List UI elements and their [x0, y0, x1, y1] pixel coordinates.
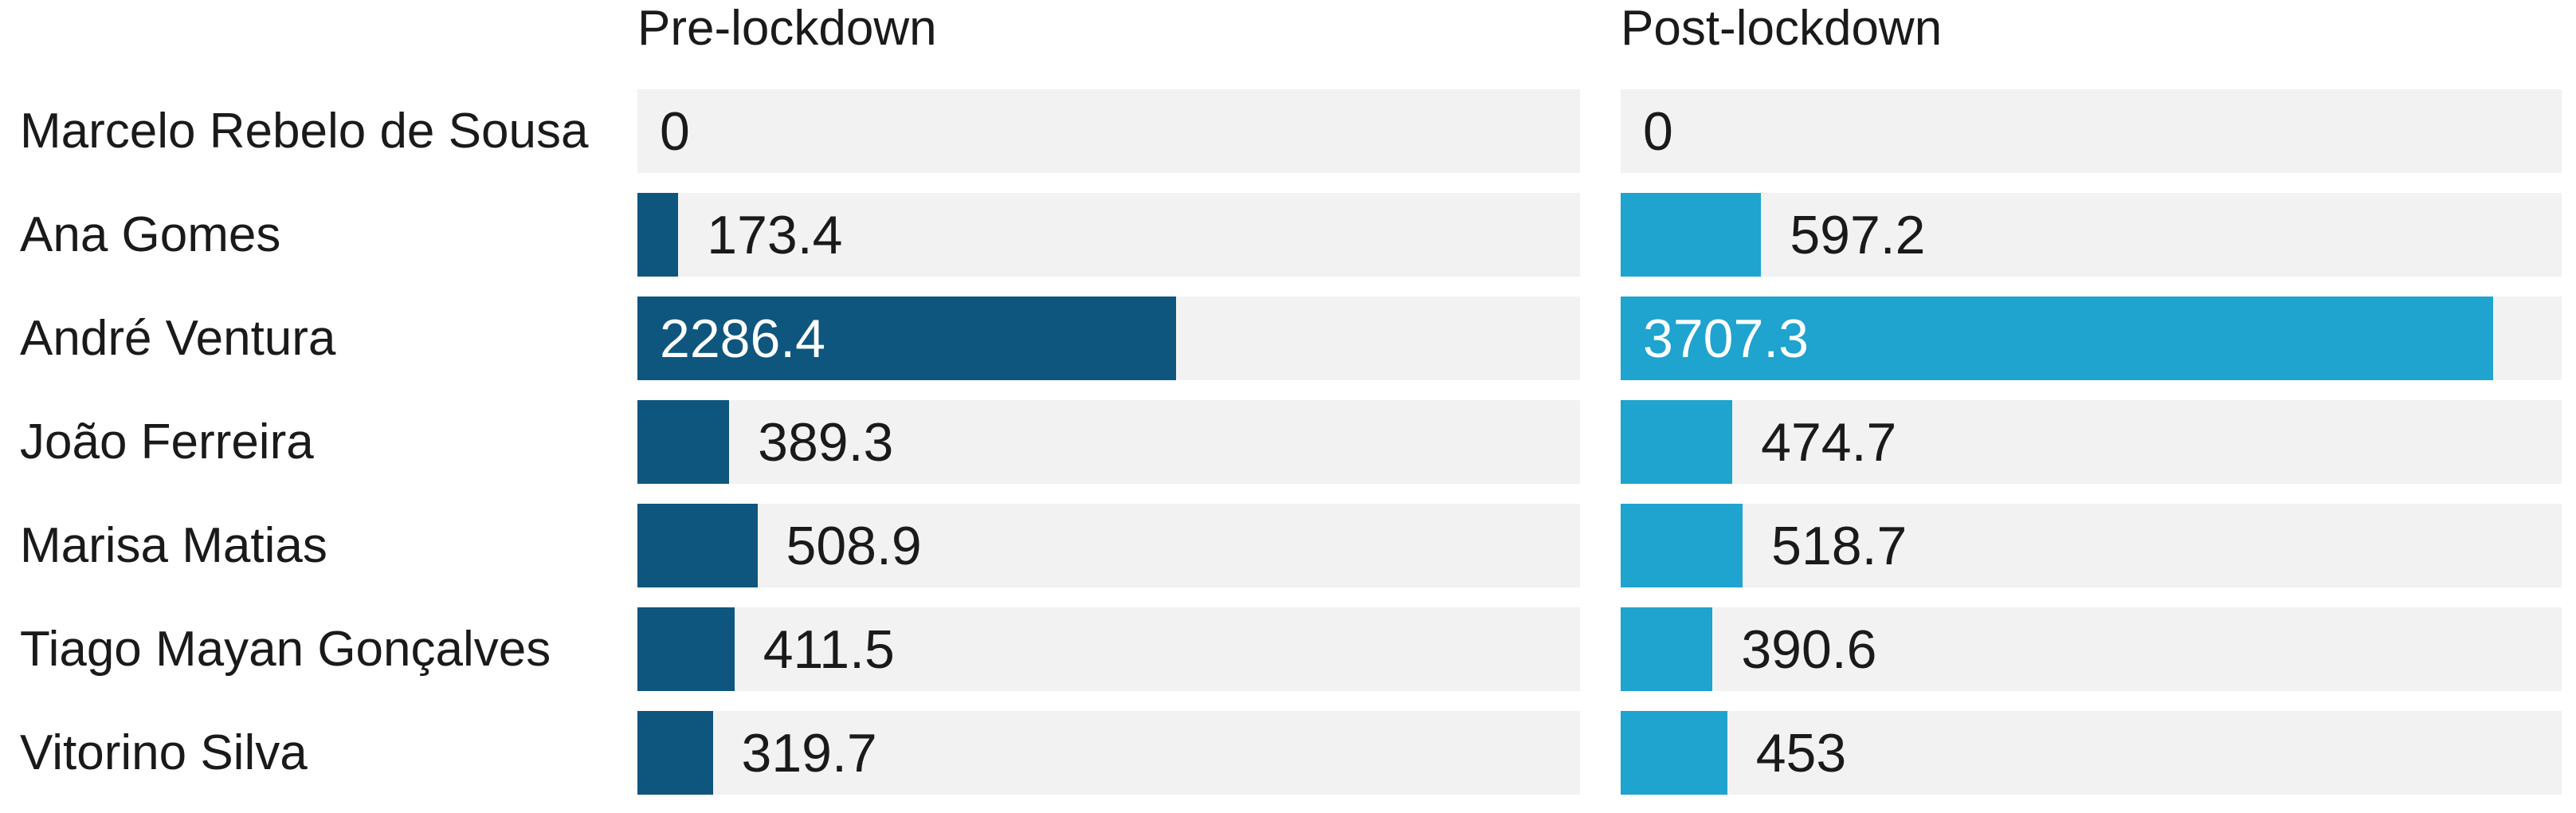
chart-row: André Ventura 2286.4 3707.3 [0, 297, 2576, 380]
chart-rows: Marcelo Rebelo de Sousa 0 0 Ana Gomes 17… [0, 89, 2576, 795]
pre-lockdown-bar [637, 400, 730, 484]
pre-lockdown-header: Pre-lockdown [637, 1, 937, 56]
post-lockdown-track: 518.7 [1621, 504, 2562, 587]
post-lockdown-track: 0 [1621, 89, 2562, 173]
header-spacer [0, 0, 637, 89]
post-lockdown-bar [1621, 607, 1713, 691]
post-lockdown-bar [1621, 400, 1733, 484]
pre-lockdown-bar [637, 297, 1177, 380]
post-lockdown-value: 3707.3 [1643, 308, 1809, 369]
category-label: João Ferreira [20, 414, 314, 469]
post-lockdown-track: 474.7 [1621, 400, 2562, 484]
column-gutter [1580, 0, 1621, 89]
post-lockdown-track: 597.2 [1621, 193, 2562, 277]
chart-row: Marisa Matias 508.9 518.7 [0, 504, 2576, 587]
pre-lockdown-track: 2286.4 [637, 297, 1580, 380]
chart-row: Ana Gomes 173.4 597.2 [0, 193, 2576, 277]
category-label: Marisa Matias [20, 518, 327, 573]
pre-lockdown-bar [637, 711, 713, 795]
chart-row: Marcelo Rebelo de Sousa 0 0 [0, 89, 2576, 173]
column-headers-row: Pre-lockdown Post-lockdown [0, 0, 2576, 89]
post-lockdown-value: 474.7 [1761, 411, 1897, 473]
column-gutter [1580, 504, 1621, 587]
category-label: Ana Gomes [20, 207, 281, 262]
chart-row: Tiago Mayan Gonçalves 411.5 390.6 [0, 607, 2576, 691]
pre-lockdown-track: 173.4 [637, 193, 1580, 277]
post-lockdown-track: 390.6 [1621, 607, 2562, 691]
chart-row: Vitorino Silva 319.7 453 [0, 711, 2576, 795]
post-lockdown-bar [1621, 711, 1727, 795]
pre-lockdown-bar [637, 504, 758, 587]
post-lockdown-bar [1621, 193, 1762, 277]
post-lockdown-track: 3707.3 [1621, 297, 2562, 380]
pre-lockdown-value: 319.7 [741, 722, 877, 784]
pre-lockdown-track: 389.3 [637, 400, 1580, 484]
category-label: Tiago Mayan Gonçalves [20, 622, 551, 677]
column-gutter [1580, 711, 1621, 795]
pre-lockdown-value: 0 [660, 100, 690, 162]
pre-lockdown-track: 319.7 [637, 711, 1580, 795]
chart-row: João Ferreira 389.3 474.7 [0, 400, 2576, 484]
pre-lockdown-value: 508.9 [786, 515, 922, 576]
pre-lockdown-value: 2286.4 [660, 308, 825, 369]
post-lockdown-value: 390.6 [1741, 619, 1877, 680]
post-lockdown-bar [1621, 297, 2493, 380]
pre-lockdown-bar [637, 193, 679, 277]
pre-lockdown-value: 411.5 [763, 619, 895, 680]
column-gutter [1580, 193, 1621, 277]
category-label: Marcelo Rebelo de Sousa [20, 104, 589, 159]
category-label: Vitorino Silva [20, 725, 308, 780]
pre-lockdown-value: 389.3 [758, 411, 894, 473]
category-label: André Ventura [20, 311, 336, 366]
column-gutter [1580, 400, 1621, 484]
column-gutter [1580, 607, 1621, 691]
pre-lockdown-track: 411.5 [637, 607, 1580, 691]
post-lockdown-bar [1621, 504, 1743, 587]
pre-lockdown-bar [637, 607, 735, 691]
pre-lockdown-track: 0 [637, 89, 1580, 173]
post-lockdown-value: 518.7 [1771, 515, 1907, 576]
column-gutter [1580, 89, 1621, 173]
post-lockdown-header: Post-lockdown [1621, 1, 1943, 56]
post-lockdown-track: 453 [1621, 711, 2562, 795]
post-lockdown-value: 453 [1755, 722, 1847, 784]
pre-lockdown-value: 173.4 [707, 204, 843, 265]
column-gutter [1580, 297, 1621, 380]
pre-lockdown-track: 508.9 [637, 504, 1580, 587]
post-lockdown-value: 0 [1643, 100, 1673, 162]
post-lockdown-value: 597.2 [1790, 204, 1926, 265]
